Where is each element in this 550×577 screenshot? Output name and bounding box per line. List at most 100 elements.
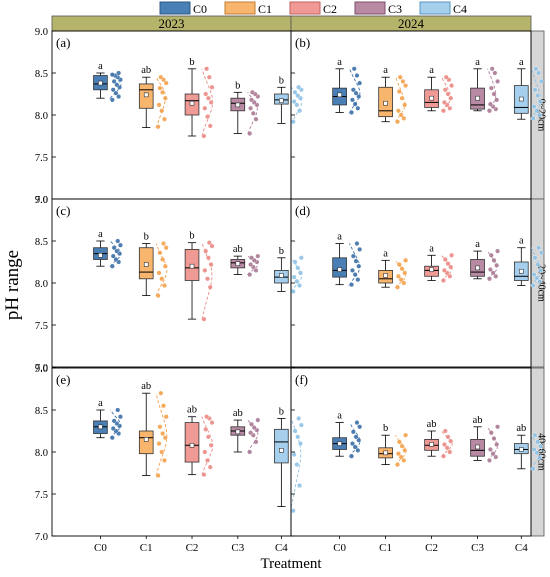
panel-frame [290, 198, 532, 368]
data-point [396, 88, 402, 94]
data-point [399, 443, 405, 449]
box-C2: ab [424, 419, 454, 459]
data-point [491, 436, 497, 442]
data-point [357, 424, 363, 430]
data-point [354, 73, 360, 79]
panel-frame [51, 367, 292, 537]
data-point [533, 66, 539, 72]
data-point [441, 99, 447, 105]
data-point [538, 250, 544, 256]
data-point [115, 407, 121, 413]
data-point [486, 457, 492, 463]
data-point [400, 78, 406, 84]
data-point [403, 432, 409, 438]
panel-label: (f) [295, 372, 308, 387]
mean-marker [189, 100, 195, 106]
iqr-box [138, 430, 154, 455]
mean-marker [337, 267, 342, 272]
data-point [448, 264, 454, 270]
panel-frame [290, 30, 532, 200]
data-point [442, 87, 448, 93]
data-point [350, 253, 356, 259]
data-point [352, 444, 358, 450]
data-point [111, 418, 117, 424]
box-C3: b [230, 80, 261, 136]
data-point [255, 417, 261, 423]
data-point [203, 426, 209, 432]
y-tick-label: 7.5 [35, 490, 48, 501]
data-point [297, 108, 303, 114]
violin-outline [155, 76, 166, 129]
data-point [395, 284, 401, 290]
box-C1: ab [138, 381, 169, 479]
significance-letter: b [279, 75, 284, 86]
data-point [290, 508, 296, 514]
mean-marker [235, 429, 241, 435]
x-tick-label: C3 [231, 542, 244, 554]
box-C4: a [513, 57, 544, 121]
data-point [201, 316, 207, 322]
data-point [536, 70, 542, 76]
data-point [292, 259, 298, 265]
data-point [402, 447, 408, 453]
data-point [350, 429, 356, 435]
data-point [493, 454, 499, 460]
data-point [401, 280, 407, 286]
significance-letter: b [189, 231, 194, 242]
box-C1: ab [138, 65, 169, 130]
data-point [537, 99, 543, 105]
data-point [109, 435, 115, 441]
data-point [352, 101, 358, 107]
data-point [535, 439, 541, 445]
y-tick-label: 8.0 [35, 111, 48, 122]
data-point [491, 257, 497, 263]
mean-marker [279, 273, 284, 278]
data-point [349, 282, 355, 288]
data-point [486, 276, 492, 282]
data-point [449, 252, 455, 258]
violin-outline [290, 418, 302, 508]
mean-marker [98, 252, 103, 258]
data-point [161, 241, 167, 247]
box-C4: b [274, 246, 304, 294]
data-point [161, 283, 167, 289]
data-point [205, 276, 211, 282]
data-point [297, 441, 303, 447]
data-point [356, 263, 362, 269]
y-tick-label: 7.0 [35, 195, 48, 206]
data-point [532, 432, 538, 438]
data-point [532, 87, 538, 93]
violin-outline [440, 430, 453, 457]
data-point [204, 414, 210, 420]
data-point [255, 253, 261, 259]
data-point [353, 258, 359, 264]
significance-letter: ab [187, 405, 197, 416]
data-point [207, 123, 213, 129]
data-point [163, 245, 169, 251]
data-point [248, 105, 254, 111]
data-point [201, 472, 207, 478]
significance-letter: b [189, 57, 194, 68]
depth-strip-label-2: 40~60cm [536, 433, 547, 471]
data-point [159, 449, 165, 455]
data-point [292, 428, 298, 434]
panel-label: (c) [56, 203, 70, 218]
data-point [537, 443, 543, 449]
data-point [442, 256, 448, 262]
x-tick-label: C0 [94, 542, 107, 554]
box-C4: ab [513, 423, 543, 472]
data-point [117, 414, 123, 420]
data-point [208, 262, 214, 268]
data-point [491, 91, 497, 97]
data-point [163, 414, 169, 420]
box-C2: a [424, 65, 455, 114]
data-point [395, 462, 401, 468]
y-axis-title: pH range [2, 250, 23, 320]
y-tick-label: 8.5 [35, 237, 48, 248]
data-point [251, 425, 257, 431]
data-point [441, 441, 447, 447]
data-point [350, 87, 356, 93]
mean-marker [383, 100, 388, 106]
legend-label-C4: C4 [453, 2, 467, 16]
data-point [205, 434, 211, 440]
